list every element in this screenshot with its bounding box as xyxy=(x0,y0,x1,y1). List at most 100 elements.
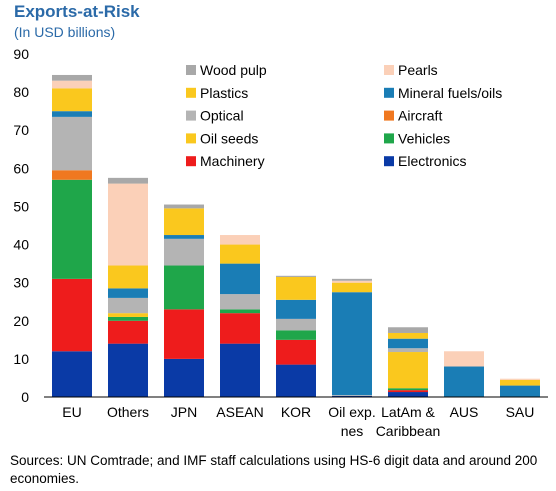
bar-segment xyxy=(388,348,428,353)
legend-swatch xyxy=(186,110,196,121)
legend-swatch xyxy=(384,156,394,167)
x-axis: EU Others JPN ASEAN KOR Oil exp. nes LatAm & Car… xyxy=(44,396,548,439)
bar-segment xyxy=(388,327,428,333)
x-tick-label: JPN xyxy=(171,404,197,420)
bar-segment xyxy=(220,309,260,314)
bar-segment xyxy=(164,204,204,209)
bar-segment xyxy=(108,320,148,344)
bar-segment xyxy=(164,358,204,397)
bar-segment xyxy=(332,282,372,293)
bar-segment xyxy=(164,309,204,359)
bar-segment xyxy=(164,208,204,236)
bar-segment xyxy=(276,364,316,397)
x-tick-label: AUS xyxy=(450,404,479,420)
legend-label: Optical xyxy=(200,108,244,124)
bar-segment xyxy=(52,74,92,81)
y-tick-label: 30 xyxy=(13,275,29,291)
legend: Wood pulp Pearls Plastics Mineral fuels/oil… xyxy=(186,62,502,169)
bar-segment xyxy=(52,80,92,89)
bar-segment xyxy=(108,265,148,289)
bar-segment xyxy=(108,343,148,397)
y-tick-label: 80 xyxy=(13,84,29,100)
bars xyxy=(52,74,540,397)
bar-segment xyxy=(164,265,204,310)
bar-segment xyxy=(276,339,316,365)
bar-segment xyxy=(164,238,204,266)
bar-segment xyxy=(332,395,372,397)
legend-label: Mineral fuels/oils xyxy=(398,85,502,101)
source-note: Sources: UN Comtrade; and IMF staff calc… xyxy=(10,453,538,486)
bar-segment xyxy=(220,294,260,310)
bar-segment xyxy=(220,244,260,264)
legend-swatch xyxy=(384,133,394,144)
bar-segment xyxy=(108,297,148,314)
bar-segment xyxy=(388,390,428,393)
y-axis: 0 10 20 30 40 50 60 70 80 90 xyxy=(13,46,29,405)
bar-segment xyxy=(220,263,260,295)
bar-segment xyxy=(52,88,92,112)
y-tick-label: 60 xyxy=(13,160,29,176)
y-tick-label: 90 xyxy=(13,46,29,62)
legend-label: Plastics xyxy=(200,85,248,101)
bar-segment xyxy=(220,235,260,245)
y-tick-label: 0 xyxy=(21,389,29,405)
x-tick-label: Caribbean xyxy=(376,423,441,439)
bar-segment xyxy=(500,385,540,397)
legend-swatch xyxy=(186,65,196,75)
y-tick-label: 10 xyxy=(13,351,29,367)
bar-segment xyxy=(500,379,540,386)
bar-segment xyxy=(332,280,372,283)
x-tick-label: SAU xyxy=(506,404,535,420)
bar-segment xyxy=(164,235,204,239)
bar-segment xyxy=(276,276,316,300)
bar-segment xyxy=(276,299,316,319)
legend-label: Electronics xyxy=(398,153,466,169)
bar-segment xyxy=(220,313,260,344)
bar-segment xyxy=(220,343,260,397)
bar-segment xyxy=(52,179,92,279)
x-tick-label: nes xyxy=(341,423,364,439)
y-tick-label: 50 xyxy=(13,198,29,214)
bar-segment xyxy=(332,278,372,281)
legend-label: Vehicles xyxy=(398,130,450,146)
x-tick-label: ASEAN xyxy=(216,404,263,420)
bar-segment xyxy=(444,366,484,397)
bar-segment xyxy=(108,316,148,321)
x-tick-label: Others xyxy=(107,404,149,420)
bar-segment xyxy=(276,330,316,340)
bar-segment xyxy=(108,183,148,266)
bar-segment xyxy=(276,318,316,331)
legend-swatch xyxy=(384,110,394,121)
bar-segment xyxy=(388,392,428,397)
y-tick-label: 40 xyxy=(13,237,29,253)
bar-segment xyxy=(388,352,428,389)
bar-segment xyxy=(52,278,92,352)
x-tick-label: EU xyxy=(62,404,81,420)
bar-segment xyxy=(276,275,316,277)
chart-subtitle: (In USD billions) xyxy=(14,24,116,40)
bar-segment xyxy=(500,378,540,380)
bar-segment xyxy=(332,292,372,396)
legend-swatch xyxy=(384,87,394,98)
x-tick-label: KOR xyxy=(281,404,311,420)
legend-label: Pearls xyxy=(398,62,438,78)
bar-segment xyxy=(444,351,484,367)
bar-segment xyxy=(388,338,428,349)
bar-segment xyxy=(108,177,148,184)
y-tick-label: 70 xyxy=(13,122,29,138)
legend-swatch xyxy=(186,133,196,144)
bar-segment xyxy=(108,288,148,298)
bar-segment xyxy=(52,351,92,397)
bar-segment xyxy=(52,111,92,117)
legend-label: Machinery xyxy=(200,153,265,169)
legend-swatch xyxy=(186,156,196,167)
legend-label: Oil seeds xyxy=(200,130,258,146)
x-tick-label: LatAm & xyxy=(381,404,435,420)
legend-label: Aircraft xyxy=(398,108,442,124)
y-tick-label: 20 xyxy=(13,313,29,329)
legend-swatch xyxy=(384,65,394,75)
x-tick-label: Oil exp. xyxy=(328,404,375,420)
chart-title: Exports-at-Risk xyxy=(14,2,140,21)
bar-segment xyxy=(52,170,92,180)
